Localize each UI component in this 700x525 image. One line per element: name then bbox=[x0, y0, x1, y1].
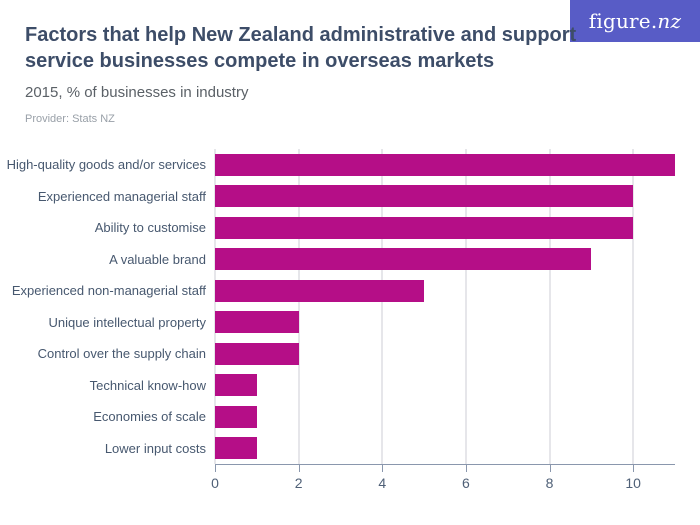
category-label: Ability to customise bbox=[94, 220, 206, 236]
logo-text-accent: nz bbox=[657, 9, 682, 33]
gridline bbox=[464, 149, 467, 464]
axis-tick-label: 8 bbox=[545, 475, 554, 491]
bar-row: Unique intellectual property bbox=[0, 307, 700, 339]
bar[interactable] bbox=[215, 185, 634, 208]
bar-row: Control over the supply chain bbox=[0, 338, 700, 370]
bar-track bbox=[215, 279, 675, 302]
gridline bbox=[548, 149, 551, 464]
bar-row: A valuable brand bbox=[0, 244, 700, 276]
bar-chart: High-quality goods and/or services Experi… bbox=[0, 149, 700, 494]
bar-row: Technical know-how bbox=[0, 370, 700, 402]
bar-row: Ability to customise bbox=[0, 212, 700, 244]
axis-tick bbox=[549, 465, 551, 472]
bar-track bbox=[215, 153, 675, 176]
bar-track bbox=[215, 185, 675, 208]
bar[interactable] bbox=[215, 342, 299, 365]
bar[interactable] bbox=[215, 279, 425, 302]
bar-track bbox=[215, 311, 675, 334]
bar-track bbox=[215, 216, 675, 239]
category-label: A valuable brand bbox=[109, 251, 206, 267]
bar[interactable] bbox=[215, 153, 675, 176]
gridlines bbox=[214, 149, 675, 464]
bar-rows: High-quality goods and/or services Experi… bbox=[0, 149, 700, 464]
axis-tick bbox=[298, 465, 300, 472]
bar-track bbox=[215, 248, 675, 271]
category-label: Economies of scale bbox=[93, 409, 206, 425]
bar[interactable] bbox=[215, 248, 592, 271]
figurenz-logo[interactable]: figure. nz bbox=[570, 0, 700, 42]
axis-tick-label: 0 bbox=[211, 475, 219, 491]
gridline bbox=[381, 149, 384, 464]
axis-tick-label: 4 bbox=[378, 475, 387, 491]
axis-tick bbox=[633, 465, 635, 472]
axis-tick bbox=[382, 465, 384, 472]
bar[interactable] bbox=[215, 437, 257, 460]
category-label: High-quality goods and/or services bbox=[6, 157, 206, 173]
category-label: Experienced managerial staff bbox=[37, 188, 206, 204]
category-label: Experienced non-managerial staff bbox=[11, 283, 206, 299]
category-label: Unique intellectual property bbox=[48, 314, 206, 330]
logo-text-main: figure. bbox=[588, 9, 658, 33]
chart-subtitle: 2015, % of businesses in industry bbox=[25, 83, 249, 101]
bar-row: High-quality goods and/or services bbox=[0, 149, 700, 181]
bar-row: Lower input costs bbox=[0, 433, 700, 465]
axis-tick bbox=[215, 465, 216, 472]
axis-tick bbox=[465, 465, 467, 472]
chart-title: Factors that help New Zealand administra… bbox=[25, 24, 577, 73]
bar[interactable] bbox=[215, 405, 257, 428]
category-label: Technical know-how bbox=[89, 377, 206, 393]
bar-track bbox=[215, 374, 675, 397]
category-label: Lower input costs bbox=[104, 440, 206, 456]
x-axis: 0 2 4 6 8 10 bbox=[211, 464, 675, 494]
bar-track bbox=[215, 342, 675, 365]
gridline bbox=[214, 149, 216, 464]
bar-row: Experienced non-managerial staff bbox=[0, 275, 700, 307]
axis-tick-label: 2 bbox=[294, 475, 303, 491]
gridline bbox=[632, 149, 635, 464]
bar-row: Economies of scale bbox=[0, 401, 700, 433]
provider-credit: Provider: Stats NZ bbox=[25, 112, 115, 125]
bar[interactable] bbox=[215, 216, 634, 239]
bar-track bbox=[215, 437, 675, 460]
chart-header: Factors that help New Zealand administra… bbox=[25, 22, 580, 125]
gridline bbox=[297, 149, 300, 464]
x-axis-line bbox=[215, 464, 675, 465]
bar-track bbox=[215, 405, 675, 428]
bar[interactable] bbox=[215, 311, 299, 334]
axis-tick-label: 6 bbox=[462, 475, 470, 491]
bar[interactable] bbox=[215, 374, 257, 397]
category-label: Control over the supply chain bbox=[37, 346, 206, 362]
axis-tick-label: 10 bbox=[625, 475, 641, 491]
bar-row: Experienced managerial staff bbox=[0, 181, 700, 213]
